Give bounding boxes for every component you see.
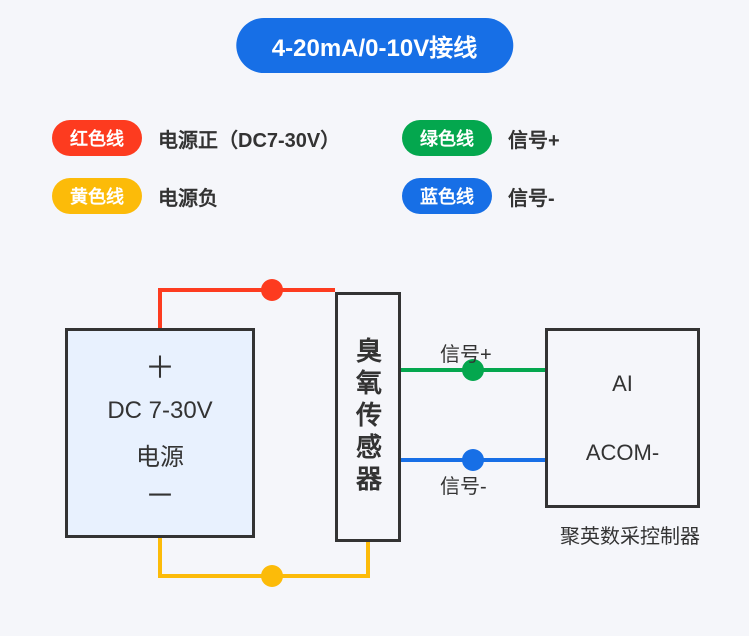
wire-red-v <box>158 290 162 328</box>
wire-yellow-v1 <box>158 538 162 576</box>
power-supply-box: ＋ DC 7-30V 电源 － <box>65 328 255 538</box>
controller-acom-label: ACOM- <box>586 440 659 466</box>
legend-pill-yellow: 黄色线 <box>52 178 142 214</box>
signal-plus-label: 信号+ <box>440 338 492 367</box>
legend-desc-yellow: 电源负 <box>158 182 218 211</box>
controller-box: AI ACOM- <box>545 328 700 508</box>
wire-red-h <box>158 288 335 292</box>
legend: 红色线 电源正（DC7-30V） 绿色线 信号+ 黄色线 电源负 蓝色线 信号- <box>52 120 692 214</box>
legend-desc-red: 电源正（DC7-30V） <box>158 124 340 153</box>
signal-minus-label: 信号- <box>440 470 487 499</box>
wiring-diagram: ＋ DC 7-30V 电源 － 臭氧传感器 AI ACOM- 聚英数采控制器 信… <box>0 260 749 636</box>
legend-pill-green: 绿色线 <box>402 120 492 156</box>
power-plus-symbol: ＋ <box>145 354 175 384</box>
legend-desc-green: 信号+ <box>508 124 560 153</box>
controller-ai-label: AI <box>612 371 633 397</box>
title-pill: 4-20mA/0-10V接线 <box>236 18 513 73</box>
power-voltage-label: DC 7-30V <box>107 394 212 428</box>
dot-red <box>261 279 283 301</box>
legend-pill-red: 红色线 <box>52 120 142 156</box>
power-name-label: 电源 <box>136 437 184 472</box>
legend-item-red: 红色线 电源正（DC7-30V） <box>52 120 342 156</box>
legend-item-yellow: 黄色线 电源负 <box>52 178 342 214</box>
sensor-label: 臭氧传感器 <box>350 337 387 497</box>
legend-pill-blue: 蓝色线 <box>402 178 492 214</box>
dot-yellow <box>261 565 283 587</box>
dot-blue <box>462 449 484 471</box>
legend-desc-blue: 信号- <box>508 182 555 211</box>
power-minus-symbol: － <box>145 482 175 512</box>
wire-yellow-v2 <box>366 542 370 576</box>
sensor-box: 臭氧传感器 <box>335 292 401 542</box>
legend-item-green: 绿色线 信号+ <box>402 120 692 156</box>
controller-caption: 聚英数采控制器 <box>545 520 715 549</box>
legend-item-blue: 蓝色线 信号- <box>402 178 692 214</box>
